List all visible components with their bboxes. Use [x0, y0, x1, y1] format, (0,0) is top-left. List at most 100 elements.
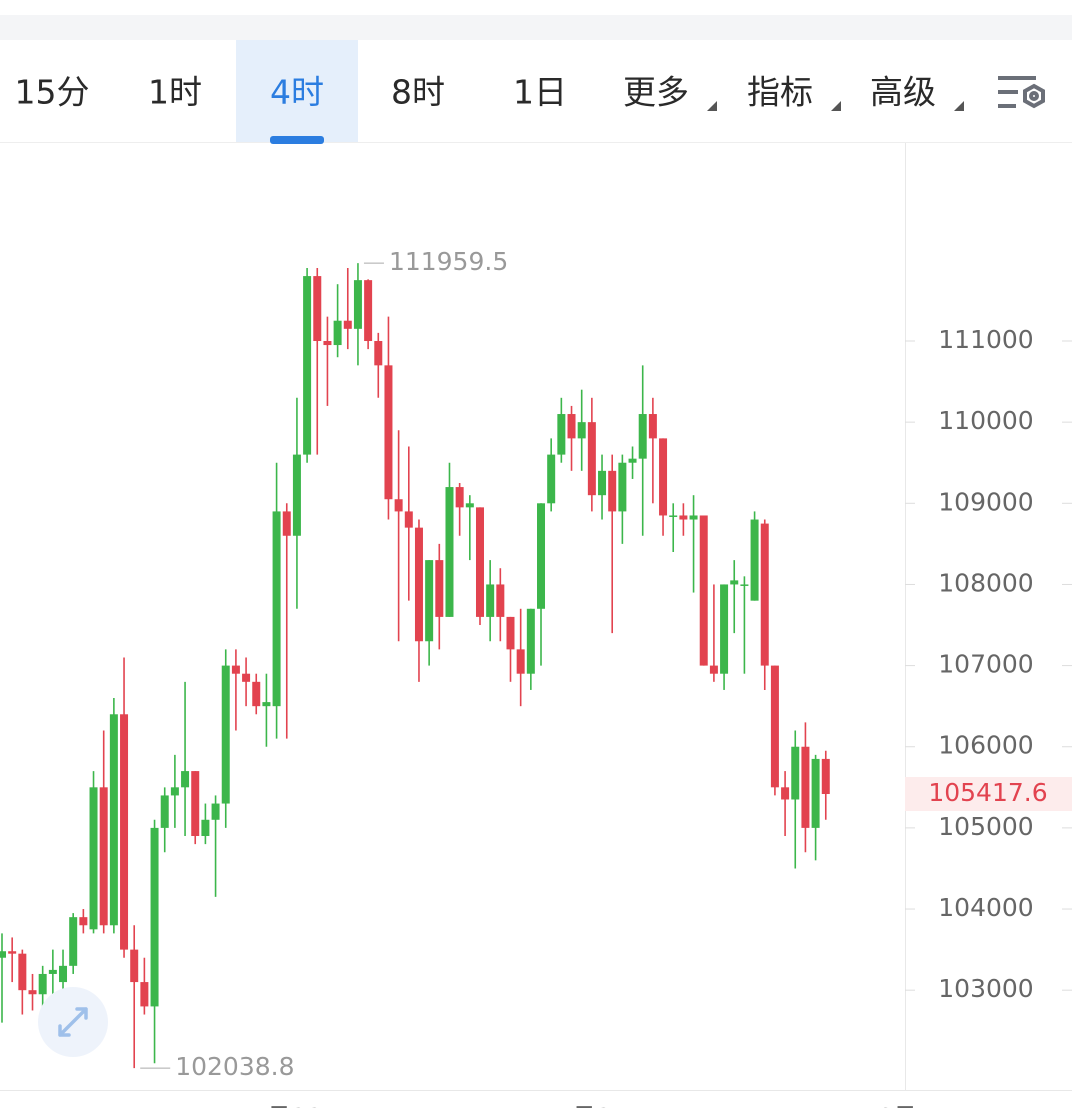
y-tick-label: 109000 — [938, 487, 1033, 516]
candle-body — [486, 584, 495, 617]
y-tick-label: 108000 — [938, 568, 1033, 597]
candle-body — [211, 803, 220, 820]
candle-body — [48, 969, 57, 974]
icon-hex — [1023, 83, 1045, 109]
icon-dot — [1029, 91, 1039, 101]
zoom-button[interactable] — [38, 987, 108, 1057]
candle-body — [689, 515, 698, 520]
candle-body — [465, 503, 474, 508]
candle-body — [272, 511, 281, 707]
y-tick-label: 107000 — [938, 650, 1033, 679]
candle-body — [659, 438, 668, 516]
candle-body — [384, 365, 393, 500]
settings-icon[interactable] — [998, 76, 1045, 109]
candle-body — [669, 515, 678, 517]
candle-body — [343, 320, 352, 329]
candle-body — [262, 702, 271, 707]
tab[interactable]: 高级 — [870, 73, 964, 112]
tab-label: 1日 — [513, 73, 567, 112]
candle-body — [99, 787, 108, 926]
tab-menu-arrow — [707, 101, 717, 111]
y-tick-label: 104000 — [938, 893, 1033, 922]
candle-body — [221, 665, 230, 804]
tab[interactable]: 1时 — [148, 73, 202, 112]
candle-body — [18, 953, 27, 991]
top-strip — [0, 15, 1072, 40]
candle-body — [567, 414, 576, 439]
tab[interactable]: 8时 — [391, 73, 445, 112]
y-tick-label: 110000 — [938, 406, 1033, 435]
candle-body — [475, 507, 484, 617]
candle-body — [455, 487, 464, 508]
candle-body — [140, 982, 149, 1007]
candle-body — [150, 827, 159, 1007]
candle-body — [679, 515, 688, 520]
candle-body — [8, 951, 17, 954]
candle-body — [109, 714, 118, 926]
candle-body — [333, 320, 342, 346]
candle-body — [811, 758, 820, 828]
candle-body — [292, 454, 301, 536]
tab-menu-arrow — [831, 101, 841, 111]
candle-body — [770, 665, 779, 788]
y-tick-label: 111000 — [938, 325, 1033, 354]
candle-body — [323, 341, 332, 346]
candle-body — [537, 503, 546, 609]
min-label: 102038.8 — [175, 1052, 294, 1081]
candle-body — [435, 560, 444, 617]
candle-body — [791, 746, 800, 800]
candle-body — [364, 280, 373, 342]
y-tick-label: 106000 — [938, 731, 1033, 760]
candle-body — [577, 422, 586, 439]
candle-body — [628, 458, 637, 463]
x-tick-label: 5月22 — [250, 1103, 323, 1108]
candle-body — [374, 341, 383, 366]
candle-body — [750, 519, 759, 601]
candle-body — [648, 414, 657, 439]
last-price-label: 105417.6 — [928, 778, 1047, 807]
candle-body — [394, 499, 403, 512]
candle-body — [516, 649, 525, 674]
candle-body — [557, 414, 566, 455]
candle-body — [709, 665, 718, 674]
candle-body — [801, 746, 810, 828]
candle-body — [130, 949, 139, 983]
candle-body — [404, 511, 413, 528]
candle-body — [79, 917, 88, 926]
candle-body — [303, 276, 312, 455]
toolbar: 15分 1时 4时 8时 1日 更多 指标 高级 — [15, 40, 964, 144]
candle-body — [282, 511, 291, 536]
zoom-icon — [58, 1007, 88, 1037]
x-tick-label: 6月 — [877, 1103, 918, 1108]
tab[interactable]: 4时 — [236, 40, 358, 144]
tab-label: 更多 — [623, 73, 689, 112]
candle-body — [231, 665, 240, 674]
candle-body — [252, 681, 261, 707]
candle-body — [313, 276, 322, 342]
candle-body — [170, 787, 179, 796]
tab-active-bg — [236, 40, 358, 142]
tab-indicator — [270, 136, 324, 144]
candle-body — [38, 973, 47, 995]
y-tick-label: 103000 — [938, 974, 1033, 1003]
candle-body — [242, 673, 251, 682]
plot: 103000 104000 105000 106000 107000 108000 1090… — [0, 247, 1072, 1108]
tab[interactable]: 1日 — [513, 73, 567, 112]
max-label: 111959.5 — [389, 247, 508, 276]
tab-label: 指标 — [747, 73, 813, 112]
tab-label: 高级 — [870, 73, 936, 112]
tab[interactable]: 更多 — [623, 73, 717, 112]
last-price-bg — [905, 777, 1072, 812]
candle-body — [547, 454, 556, 504]
candle-body — [506, 616, 515, 650]
tab[interactable]: 指标 — [747, 73, 841, 112]
tab[interactable]: 15分 — [15, 73, 90, 112]
tab-menu-arrow — [954, 101, 964, 111]
candle-body — [425, 560, 434, 642]
candle-body — [699, 515, 708, 666]
candle-body — [89, 787, 98, 930]
candle-body — [445, 487, 454, 617]
candle-body — [526, 608, 535, 674]
